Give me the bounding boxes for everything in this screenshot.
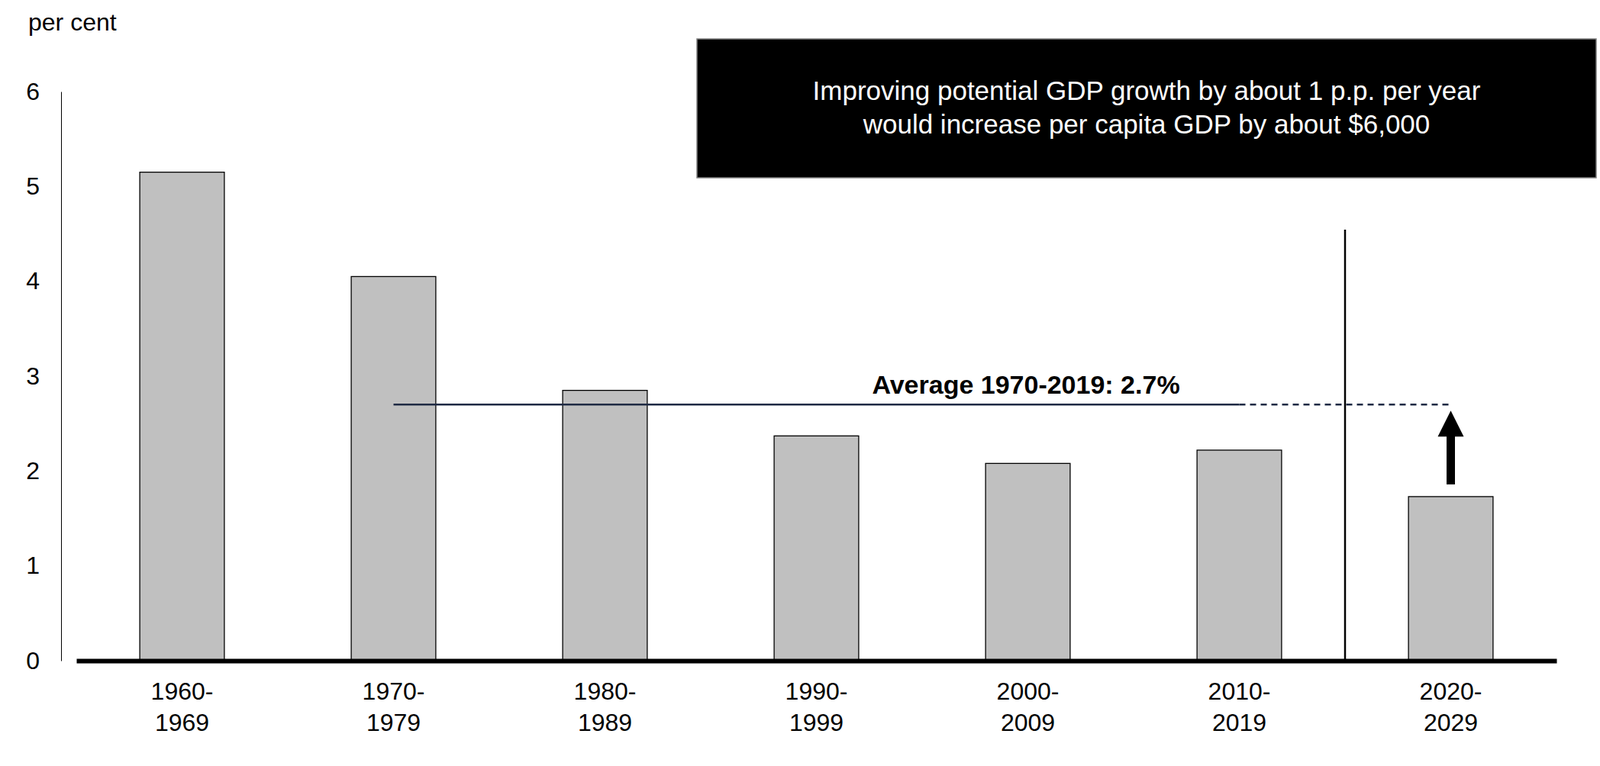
average-line bbox=[393, 403, 1240, 407]
y-tick: 1 bbox=[25, 551, 62, 580]
projection-separator bbox=[1344, 229, 1347, 662]
y-tick: 3 bbox=[25, 362, 62, 391]
x-tick-label: 1970-1979 bbox=[362, 677, 426, 738]
y-tick: 0 bbox=[25, 647, 62, 675]
x-tick: 2020-2029 bbox=[1419, 661, 1483, 737]
x-tick: 2000-2009 bbox=[996, 661, 1060, 737]
y-tick: 5 bbox=[25, 172, 62, 200]
y-tick-label: 4 bbox=[25, 267, 40, 295]
y-tick-label: 3 bbox=[25, 362, 40, 391]
plot-area bbox=[139, 172, 1494, 662]
annotation-box bbox=[696, 38, 1597, 178]
arrow-head bbox=[1438, 410, 1465, 437]
y-axis: 0 1 2 3 4 5 6 bbox=[25, 77, 62, 675]
y-tick-label: 5 bbox=[25, 172, 40, 200]
bar bbox=[562, 390, 648, 662]
x-tick-label: 1960-1969 bbox=[151, 677, 214, 738]
x-tick-label: 2020-2029 bbox=[1419, 677, 1483, 738]
bar bbox=[351, 276, 436, 662]
bar bbox=[1196, 450, 1282, 662]
x-tick-label: 2000-2009 bbox=[996, 677, 1060, 738]
y-tick-label: 1 bbox=[25, 551, 40, 580]
average-label: Average 1970-2019: 2.7% bbox=[871, 370, 1180, 400]
y-tick-label: 6 bbox=[25, 77, 40, 106]
y-tick: 2 bbox=[25, 457, 62, 485]
chart: per cent 0 1 2 3 4 5 6 Average 1970-2019: 2.7% 19… bbox=[0, 0, 1600, 766]
annotation-text: would increase per capita GDP by about $… bbox=[862, 109, 1431, 139]
y-axis-line bbox=[61, 92, 62, 662]
bar bbox=[985, 463, 1071, 662]
bar bbox=[1408, 496, 1494, 662]
x-tick-label: 1990-1999 bbox=[785, 677, 849, 738]
bar bbox=[774, 435, 859, 662]
bar bbox=[139, 172, 225, 662]
x-axis-line bbox=[77, 659, 1558, 665]
y-tick-label: 0 bbox=[25, 647, 40, 675]
x-tick-label: 2010-2019 bbox=[1208, 677, 1271, 738]
y-tick: 4 bbox=[25, 267, 62, 295]
x-axis: 1960-1969 1970-1979 1980-1989 1990-1999 2000… bbox=[77, 661, 1558, 737]
x-tick-label: 1980-1989 bbox=[574, 677, 637, 738]
annotation-text: Improving potential GDP growth by about … bbox=[812, 75, 1481, 106]
x-tick: 1970-1979 bbox=[362, 661, 426, 737]
x-tick: 2010-2019 bbox=[1208, 661, 1271, 737]
x-tick: 1980-1989 bbox=[574, 661, 637, 737]
y-tick-label: 2 bbox=[25, 457, 40, 485]
y-tick: 6 bbox=[25, 77, 62, 106]
y-axis-title: per cent bbox=[28, 8, 117, 36]
x-tick: 1990-1999 bbox=[785, 661, 849, 737]
arrow-shaft bbox=[1446, 433, 1455, 485]
x-tick: 1960-1969 bbox=[151, 661, 214, 737]
